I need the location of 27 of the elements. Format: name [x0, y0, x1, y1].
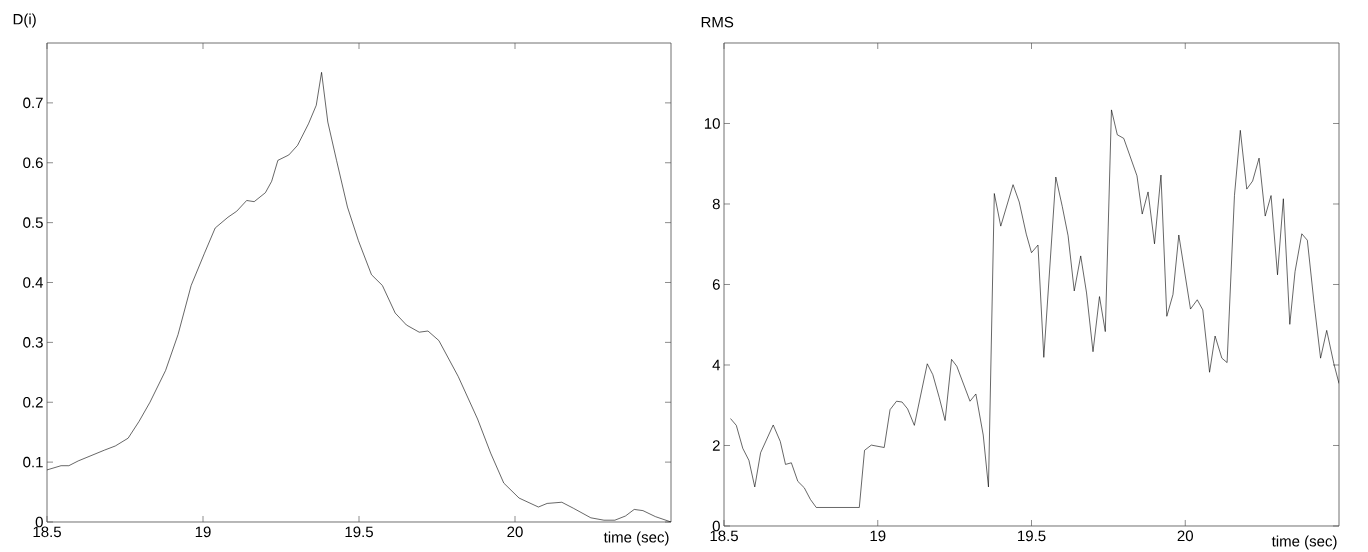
- y-tick-label: 2: [712, 440, 720, 451]
- x-tick-label: 19.5: [345, 526, 373, 538]
- x-axis-title: time (sec): [1271, 535, 1337, 550]
- x-tick-label: 19.5: [1018, 530, 1046, 542]
- x-tick-label: 20: [507, 526, 523, 538]
- y-tick-label: 0: [712, 520, 720, 532]
- line-series: [730, 109, 1340, 508]
- y-tick-label: 10: [704, 118, 720, 129]
- y-tick-label: 6: [712, 279, 720, 290]
- x-tick-label: 20: [1177, 530, 1194, 542]
- y-tick-label: 0.5: [23, 217, 43, 228]
- y-tick-label: 0: [35, 516, 43, 528]
- x-axis-title: time (sec): [603, 531, 669, 546]
- y-tick-label: 0.4: [23, 277, 44, 288]
- y-tick-label: 0.6: [23, 157, 43, 169]
- y-tick-label: 0.7: [23, 97, 43, 109]
- y-tick-label: 0.1: [23, 456, 43, 468]
- x-tick-label: 18.5: [33, 526, 61, 538]
- y-axis-title: D(i): [13, 13, 36, 28]
- y-tick-label: 4: [712, 359, 721, 371]
- y-tick-label: 0.2: [23, 396, 43, 408]
- x-tick-label: 18.5: [710, 530, 738, 542]
- y-axis-title: RMS: [701, 16, 734, 28]
- y-tick-label: 8: [712, 198, 720, 210]
- y-tick-label: 0.3: [23, 337, 43, 348]
- x-tick-label: 19: [870, 530, 886, 542]
- x-tick-label: 19: [195, 526, 211, 538]
